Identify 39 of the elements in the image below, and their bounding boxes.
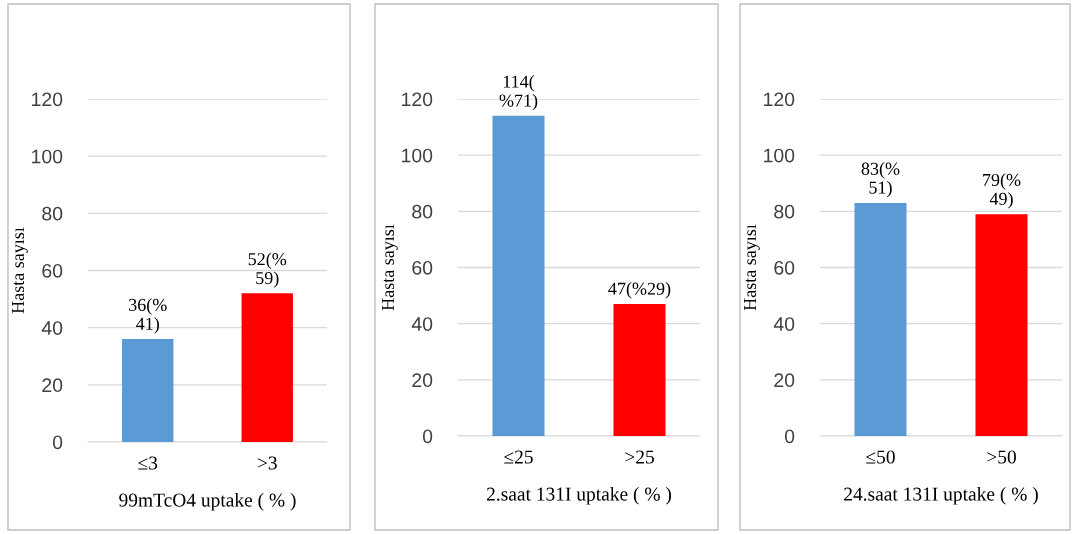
data-label: 52(% 59) (248, 252, 287, 288)
y-tick-label: 0 (422, 429, 433, 444)
y-tick-label: 40 (773, 317, 795, 331)
data-label: 47(%29) (608, 282, 671, 299)
y-tick-label: 0 (784, 429, 795, 444)
y-tick-label: 20 (42, 378, 63, 393)
x-tick-label: >25 (625, 450, 654, 464)
y-tick-label: 80 (42, 206, 63, 221)
x-tick-label: ≤50 (866, 450, 895, 464)
y-tick-label: 40 (411, 317, 433, 331)
y-tick-label: 100 (764, 148, 795, 163)
data-label: 79(% 49) (983, 173, 1021, 209)
y-tick-label: 40 (41, 321, 63, 335)
x-axis-title: 99mTcO4 uptake ( % ) (119, 492, 296, 511)
data-label: 83(% 51) (861, 162, 900, 198)
y-tick-label: 60 (774, 260, 795, 275)
y-tick-label: 120 (764, 92, 795, 107)
y-tick-label: 120 (402, 92, 433, 107)
y-tick-label: 20 (774, 373, 795, 388)
x-tick-label: ≤25 (504, 450, 533, 464)
y-tick-label: 60 (412, 260, 433, 275)
y-axis-title: Hasta sayısı (382, 224, 398, 311)
y-tick-label: 100 (32, 149, 63, 164)
y-axis-title: Hasta sayısı (12, 227, 28, 314)
y-tick-label: 20 (412, 373, 433, 388)
y-tick-label: 60 (42, 263, 63, 278)
x-tick-label: ≤3 (138, 456, 158, 470)
data-label: 36(% 41) (129, 298, 167, 334)
x-tick-label: >50 (987, 450, 1016, 464)
y-tick-label: 120 (32, 92, 63, 107)
y-tick-label: 100 (402, 148, 433, 163)
y-tick-label: 80 (774, 204, 795, 219)
data-label: 114( %71) (499, 75, 538, 111)
y-tick-label: 0 (52, 435, 63, 450)
y-tick-label: 80 (412, 204, 433, 219)
x-tick-label: >3 (257, 456, 277, 470)
x-axis-title: 24.saat 131I uptake ( % ) (844, 486, 1038, 505)
x-axis-title: 2.saat 131I uptake ( % ) (486, 486, 672, 505)
y-axis-title: Hasta sayısı (744, 224, 760, 311)
